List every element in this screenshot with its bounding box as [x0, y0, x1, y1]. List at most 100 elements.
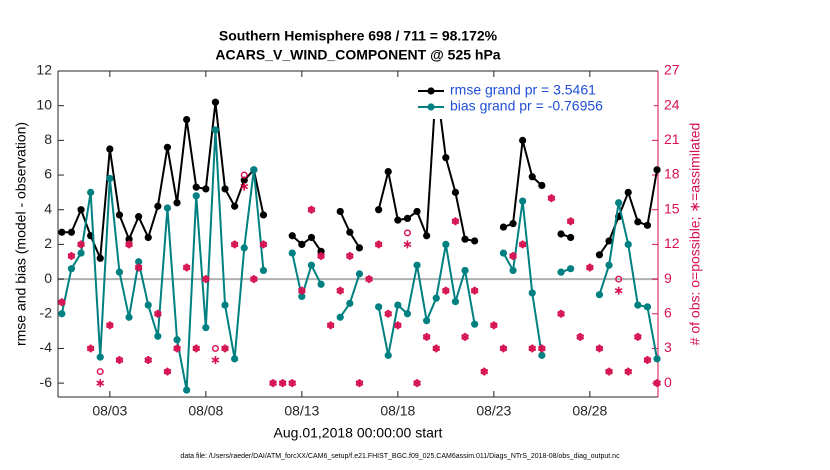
- obs-assimilated: [86, 344, 95, 353]
- data-point: [58, 310, 66, 318]
- y2-tick-label: 9: [664, 270, 672, 286]
- obs-assimilated: [105, 321, 114, 330]
- obs-possible: [403, 229, 411, 237]
- y-tick-label: 8: [44, 131, 52, 147]
- x-tick-label: 08/08: [188, 403, 223, 419]
- asterisk-stroke: [441, 287, 450, 294]
- asterisk-stroke: [86, 345, 95, 352]
- asterisk-stroke: [509, 253, 517, 259]
- obs-assimilated: [57, 298, 66, 307]
- obs-assimilated: [96, 379, 105, 388]
- obs-assimilated: [614, 286, 623, 295]
- data-point: [624, 240, 632, 249]
- obs-assimilated: [153, 309, 162, 318]
- data-point: [221, 185, 229, 193]
- asterisk-stroke: [470, 287, 479, 294]
- asterisk-stroke: [480, 368, 489, 375]
- data-point: [58, 228, 66, 236]
- y-tick-label: 2: [44, 235, 52, 251]
- obs-assimilated: [259, 240, 268, 249]
- data-point: [567, 265, 575, 273]
- obs-possible: [96, 368, 104, 376]
- data-point: [106, 145, 114, 153]
- chart-subtitle: ACARS_V_WIND_COMPONENT @ 525 hPa: [215, 47, 500, 63]
- asterisk-stroke: [288, 380, 297, 386]
- asterisk-stroke: [67, 253, 76, 259]
- data-point: [346, 228, 354, 236]
- asterisk-stroke: [384, 311, 393, 317]
- y2-tick-label: 3: [664, 339, 672, 355]
- asterisk-stroke: [125, 241, 133, 248]
- obs-assimilated: [115, 356, 124, 365]
- asterisk-stroke: [144, 357, 153, 363]
- obs-assimilated: [509, 251, 517, 260]
- data-point: [634, 218, 642, 226]
- data-point: [154, 332, 162, 340]
- data-point: [135, 213, 143, 221]
- y-axis-label: rmse and bias (model - observation): [13, 122, 29, 346]
- obs-assimilated: [384, 309, 393, 318]
- data-point: [519, 136, 527, 144]
- y-tick-label: -6: [40, 374, 53, 390]
- data-point: [355, 270, 364, 278]
- asterisk-stroke: [643, 357, 652, 363]
- data-point: [442, 240, 450, 249]
- obs-assimilated: [528, 344, 537, 353]
- data-point: [413, 261, 421, 269]
- x-tick-label: 08/18: [380, 403, 415, 419]
- asterisk-stroke: [326, 322, 335, 329]
- data-point: [403, 310, 412, 318]
- asterisk-stroke: [182, 264, 191, 271]
- obs-assimilated: [230, 240, 239, 249]
- data-point: [298, 240, 306, 249]
- data-point: [211, 98, 220, 106]
- data-point: [135, 258, 143, 266]
- data-point: [624, 188, 632, 196]
- data-point: [509, 219, 517, 228]
- asterisk-stroke: [451, 218, 460, 224]
- obs-assimilated: [451, 217, 460, 226]
- obs-assimilated: [163, 367, 172, 376]
- data-point: [125, 235, 133, 243]
- obs-assimilated: [374, 240, 383, 249]
- obs-assimilated: [403, 240, 412, 249]
- data-point: [499, 249, 508, 257]
- data-point: [605, 261, 613, 269]
- obs-assimilated: [365, 275, 373, 284]
- data-point: [144, 233, 152, 242]
- y2-tick-label: 27: [664, 62, 680, 78]
- data-point: [499, 223, 508, 231]
- data-point: [643, 303, 652, 311]
- asterisk-stroke: [57, 299, 66, 305]
- asterisk-stroke: [585, 264, 594, 271]
- data-point: [307, 233, 316, 242]
- obs-possible: [211, 344, 219, 352]
- asterisk-stroke: [240, 183, 249, 190]
- data-point: [528, 289, 536, 297]
- obs-assimilated: [269, 379, 277, 388]
- data-point: [67, 228, 76, 236]
- obs-assimilated: [125, 240, 133, 249]
- data-point: [298, 292, 306, 301]
- asterisk-stroke: [653, 380, 661, 386]
- asterisk-stroke: [518, 241, 527, 248]
- y-tick-label: -4: [40, 339, 53, 355]
- asterisk-stroke: [345, 253, 354, 259]
- x-axis-label: Aug.01,2018 00:00:00 start: [274, 425, 443, 441]
- obs-assimilated: [249, 275, 258, 284]
- asterisk-stroke: [105, 322, 114, 329]
- asterisk-stroke: [365, 276, 373, 282]
- asterisk-stroke: [393, 322, 402, 329]
- data-point: [231, 202, 239, 210]
- data-point: [384, 351, 392, 359]
- asterisk-stroke: [557, 311, 565, 317]
- data-point: [336, 207, 344, 216]
- data-point: [163, 143, 172, 151]
- obs-assimilated: [518, 240, 527, 249]
- data-point: [96, 353, 104, 361]
- data-point: [144, 301, 152, 309]
- asterisk-stroke: [499, 345, 508, 352]
- y-tick-label: 10: [36, 96, 52, 112]
- obs-assimilated: [441, 286, 450, 295]
- data-point: [394, 301, 402, 309]
